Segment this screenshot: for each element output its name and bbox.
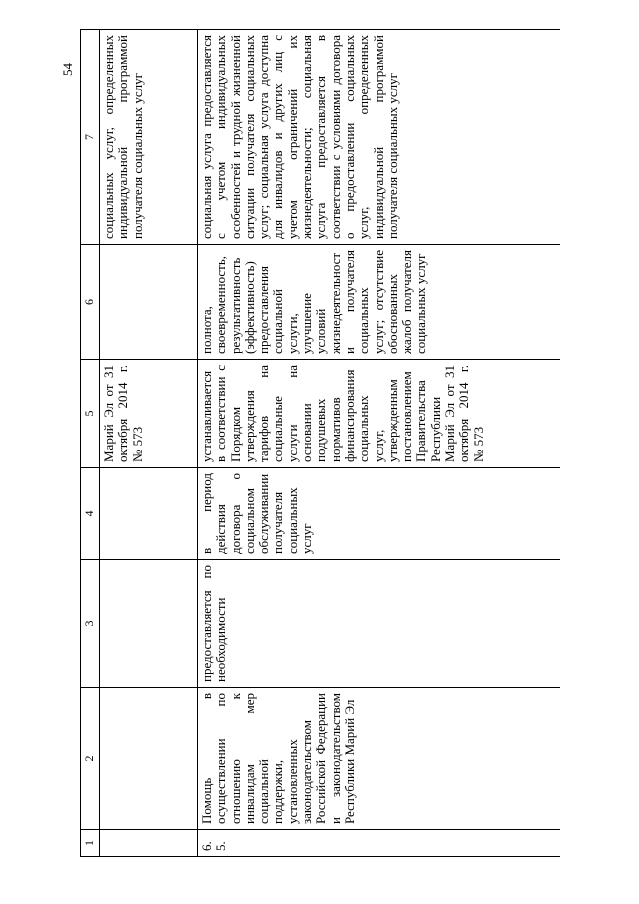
row65-cell-periodicity: предоставляется по необходимости [197, 559, 560, 688]
cont-cell-tariff: Марий Эл от 31 октября 2014 г. № 573 [99, 359, 198, 468]
table-header-row: 1 2 3 4 5 6 7 [80, 29, 100, 857]
cont-cell-periodicity [99, 559, 198, 688]
row65-cell-number: 6.5. [197, 829, 560, 857]
header-cell-3: 3 [80, 559, 100, 688]
header-cell-1: 1 [80, 829, 100, 857]
cont-cell-term [99, 467, 198, 560]
row65-cell-tariff: устанавливается в соответствии с Порядко… [197, 359, 560, 468]
table-row-continuation: Марий Эл от 31 октября 2014 г. № 573 соц… [99, 29, 198, 857]
cont-cell-service [99, 687, 198, 830]
social-services-table: 1 2 3 4 5 6 7 Марий Эл от 31 октября 201… [80, 29, 560, 857]
header-cell-2: 2 [80, 687, 100, 830]
table-row-6-5: 6.5. Помощь в осуществлении по отношению… [197, 29, 560, 857]
cont-cell-number [99, 829, 198, 857]
header-cell-4: 4 [80, 467, 100, 560]
header-cell-5: 5 [80, 359, 100, 468]
row65-cell-service: Помощь в осуществлении по отношению к ин… [197, 687, 560, 830]
row65-cell-term: в период действия договора о социальном … [197, 467, 560, 560]
cont-cell-conditions: социальных услуг, определенных индивидуа… [99, 29, 198, 245]
cont-cell-quality [99, 244, 198, 360]
header-cell-6: 6 [80, 244, 100, 360]
row65-cell-quality: полнота, своевременность, результативнос… [197, 244, 560, 360]
row65-cell-conditions: социальная услуга предоставляется с учет… [197, 29, 560, 245]
header-cell-7: 7 [80, 29, 100, 245]
page-number: 54 [60, 63, 75, 76]
